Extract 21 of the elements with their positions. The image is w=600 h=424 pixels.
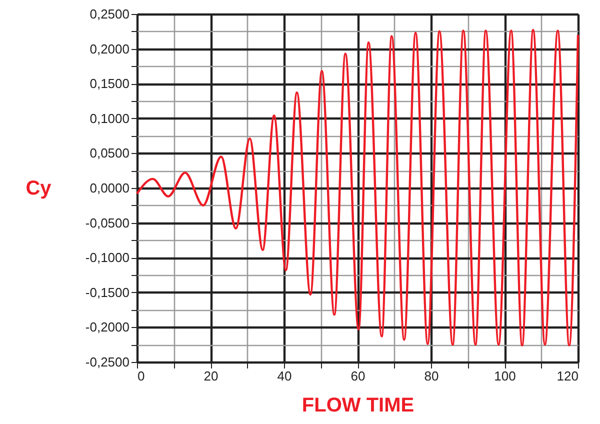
x-tick-label: 100 (494, 368, 516, 384)
y-tick-label: -0,1000 (85, 250, 130, 266)
x-tick-label: 60 (350, 368, 366, 384)
y-tick-label: 0,2000 (90, 41, 130, 56)
y-tick-label: 0,1500 (90, 76, 130, 92)
y-tick-label: -0,2000 (85, 320, 130, 335)
y-tick-label: -0,0500 (85, 215, 130, 230)
y-tick-label: 0,0000 (90, 180, 130, 196)
y-tick-label: 0,2500 (90, 6, 130, 22)
x-axis-title: FLOW TIME (302, 394, 414, 416)
y-axis-title: Cy (26, 178, 52, 200)
y-tick-label: -0,1500 (85, 284, 130, 300)
y-tick-label: -0,2500 (85, 354, 130, 370)
x-tick-label: 0 (138, 368, 145, 384)
line-series (136, 28, 580, 346)
x-tick-label: 40 (277, 368, 292, 384)
y-tick-label: 0,1000 (90, 110, 130, 126)
x-tick-label: 20 (204, 368, 218, 384)
x-tick-label: 80 (424, 368, 439, 384)
x-tick-label: 120 (556, 368, 578, 384)
y-tick-label: 0,0500 (90, 146, 130, 161)
